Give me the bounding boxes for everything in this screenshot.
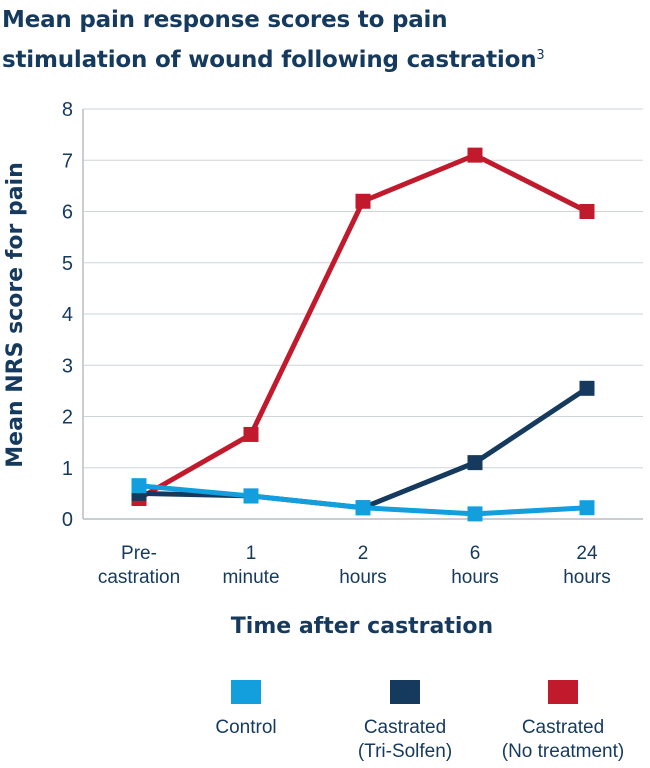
legend-label: Castrated (Tri-Solfen) xyxy=(357,717,453,762)
legend-item: Control xyxy=(156,680,336,740)
chart-title-line-2-text: stimulation of wound following castratio… xyxy=(2,47,537,73)
x-tick-label: 1 minute xyxy=(222,543,279,588)
x-tick-label: 2 hours xyxy=(339,543,387,588)
data-point-marker xyxy=(579,380,595,396)
legend-item: Castrated (No treatment) xyxy=(473,680,650,764)
y-tick-labels: 0 1 2 3 4 5 6 7 8 xyxy=(62,99,73,531)
legend: Control Castrated (Tri-Solfen) Castrated (No… xyxy=(0,680,650,768)
y-tick-label: 4 xyxy=(62,304,73,326)
y-tick-label: 3 xyxy=(62,355,73,377)
data-point-marker xyxy=(131,478,147,494)
x-axis-title: Time after castration xyxy=(231,614,493,639)
data-point-marker xyxy=(467,147,483,163)
data-point-marker xyxy=(243,488,259,504)
y-tick-label: 2 xyxy=(62,407,73,429)
y-tick-label: 7 xyxy=(62,150,73,172)
data-point-marker xyxy=(243,426,259,442)
legend-item: Castrated (Tri-Solfen) xyxy=(315,680,495,764)
reference-superscript: 3 xyxy=(536,48,545,63)
legend-label: Castrated (No treatment) xyxy=(501,717,625,762)
x-tick-label: 6 hours xyxy=(451,543,499,588)
x-tick-label: Pre-castration xyxy=(98,543,180,588)
y-axis-title: Mean NRS score for pain xyxy=(3,162,28,468)
y-tick-label: 1 xyxy=(62,458,73,480)
data-point-marker xyxy=(579,204,595,219)
chart-title-line-1: Mean pain response scores to pain xyxy=(2,7,448,33)
y-tick-label: 6 xyxy=(62,202,73,224)
y-tick-label: 5 xyxy=(62,253,73,275)
y-tick-label: 8 xyxy=(62,99,73,121)
data-point-marker xyxy=(467,506,483,522)
data-point-marker xyxy=(355,500,371,516)
legend-label: Control xyxy=(215,717,277,738)
series-group xyxy=(131,380,595,516)
data-series xyxy=(131,147,595,522)
data-point-marker xyxy=(467,455,483,471)
x-tick-labels: Pre-castration 1 minute 2 hours 6 hours 24 hours xyxy=(98,543,611,588)
chart-title-line-2: stimulation of wound following castratio… xyxy=(2,38,642,78)
gridlines xyxy=(83,108,643,469)
chart-title: Mean pain response scores to pain stimul… xyxy=(2,2,642,78)
legend-swatch xyxy=(231,680,261,704)
data-point-marker xyxy=(579,500,595,516)
legend-swatch xyxy=(390,680,420,704)
x-tick-label: 24 hours xyxy=(563,543,611,588)
axes xyxy=(82,109,643,520)
data-point-marker xyxy=(355,193,371,209)
series-group xyxy=(131,478,595,522)
legend-swatch xyxy=(548,680,578,704)
series-group xyxy=(131,147,595,506)
line-chart: 0 1 2 3 4 5 6 7 8 Pre-castration 1 minute 2 hours 6 ho… xyxy=(3,99,643,639)
y-tick-label: 0 xyxy=(62,509,73,531)
